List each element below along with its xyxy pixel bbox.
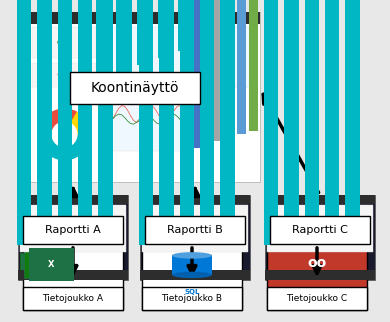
Bar	[325, 0, 339, 230]
FancyBboxPatch shape	[32, 27, 96, 58]
FancyBboxPatch shape	[20, 205, 126, 252]
Text: Tietojoukko A: Tietojoukko A	[43, 294, 103, 303]
Bar	[78, 0, 92, 230]
FancyBboxPatch shape	[24, 251, 69, 278]
Bar	[158, 0, 174, 58]
Text: oo: oo	[307, 256, 327, 270]
Wedge shape	[71, 112, 90, 134]
Text: Raportti C: Raportti C	[292, 225, 348, 235]
FancyBboxPatch shape	[23, 216, 123, 244]
Bar	[225, 0, 235, 138]
FancyBboxPatch shape	[18, 195, 128, 280]
Bar	[346, 0, 360, 225]
Bar	[116, 0, 132, 71]
FancyBboxPatch shape	[140, 270, 250, 280]
Bar	[159, 0, 174, 240]
FancyBboxPatch shape	[145, 216, 245, 244]
FancyBboxPatch shape	[28, 248, 73, 281]
FancyBboxPatch shape	[23, 287, 123, 310]
Text: Tietojoukko C: Tietojoukko C	[286, 294, 347, 303]
FancyBboxPatch shape	[267, 245, 367, 310]
FancyBboxPatch shape	[142, 287, 242, 310]
Ellipse shape	[172, 272, 212, 278]
Wedge shape	[41, 109, 77, 130]
FancyBboxPatch shape	[265, 195, 375, 204]
Bar	[37, 0, 51, 240]
Bar	[200, 0, 214, 230]
Bar	[139, 0, 153, 245]
Text: Raportti A: Raportti A	[45, 225, 101, 235]
Text: Tietojoukko B: Tietojoukko B	[161, 294, 223, 303]
FancyBboxPatch shape	[99, 92, 191, 151]
FancyBboxPatch shape	[18, 195, 128, 204]
Bar	[305, 0, 319, 235]
FancyBboxPatch shape	[99, 27, 255, 87]
Bar	[58, 0, 72, 235]
Bar	[98, 0, 113, 225]
FancyBboxPatch shape	[20, 253, 64, 276]
FancyBboxPatch shape	[270, 216, 370, 244]
FancyBboxPatch shape	[32, 63, 96, 87]
Text: X: X	[48, 260, 54, 269]
Bar	[202, 0, 212, 145]
Text: 5.85%: 5.85%	[57, 41, 71, 45]
FancyBboxPatch shape	[70, 71, 200, 103]
FancyBboxPatch shape	[30, 12, 260, 24]
FancyBboxPatch shape	[140, 195, 250, 280]
Text: Raportti B: Raportti B	[167, 225, 223, 235]
FancyBboxPatch shape	[140, 195, 250, 204]
Bar	[237, 0, 246, 134]
Ellipse shape	[172, 252, 212, 259]
Bar	[137, 0, 153, 65]
FancyBboxPatch shape	[28, 248, 73, 281]
Wedge shape	[39, 126, 90, 160]
Bar	[248, 0, 258, 131]
FancyBboxPatch shape	[172, 255, 212, 275]
Bar	[191, 0, 200, 148]
Bar	[220, 0, 235, 225]
Bar	[214, 0, 223, 141]
FancyBboxPatch shape	[23, 245, 123, 310]
FancyBboxPatch shape	[267, 205, 373, 252]
Text: X: X	[48, 260, 54, 266]
FancyBboxPatch shape	[265, 270, 375, 280]
Bar	[284, 0, 298, 240]
FancyBboxPatch shape	[267, 287, 367, 310]
FancyBboxPatch shape	[30, 12, 260, 182]
FancyBboxPatch shape	[42, 251, 73, 278]
Bar	[199, 0, 215, 44]
FancyBboxPatch shape	[173, 27, 255, 87]
Bar	[264, 0, 278, 245]
Text: Koontinäyttö: Koontinäyttö	[91, 80, 179, 94]
Text: -0.99%: -0.99%	[57, 73, 72, 77]
FancyBboxPatch shape	[18, 270, 128, 280]
FancyBboxPatch shape	[142, 245, 242, 310]
Bar	[178, 0, 195, 51]
Bar	[180, 0, 194, 235]
FancyBboxPatch shape	[142, 205, 248, 252]
Text: SQL: SQL	[184, 289, 200, 296]
Bar	[17, 0, 31, 245]
Bar	[96, 0, 112, 78]
FancyBboxPatch shape	[265, 195, 375, 280]
